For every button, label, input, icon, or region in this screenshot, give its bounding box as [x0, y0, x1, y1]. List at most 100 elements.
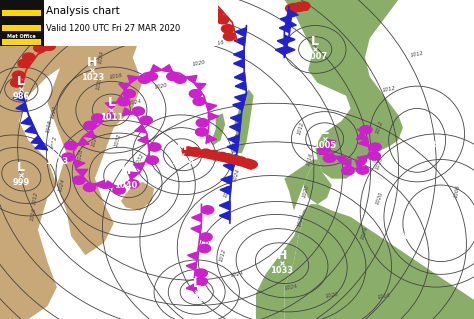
Text: 1024: 1024: [128, 99, 142, 106]
Polygon shape: [284, 35, 295, 44]
Polygon shape: [284, 204, 474, 319]
Circle shape: [167, 72, 179, 81]
Text: 1028: 1028: [77, 148, 84, 162]
Circle shape: [14, 18, 26, 26]
Circle shape: [206, 151, 219, 159]
Text: 1012: 1012: [32, 191, 39, 205]
Circle shape: [294, 3, 306, 11]
Circle shape: [196, 119, 209, 127]
Polygon shape: [0, 0, 76, 319]
Circle shape: [342, 167, 354, 175]
Text: 1028: 1028: [94, 31, 100, 45]
Polygon shape: [279, 24, 290, 33]
Text: L: L: [406, 215, 414, 228]
Circle shape: [73, 176, 85, 184]
Polygon shape: [229, 123, 240, 132]
Circle shape: [80, 29, 92, 37]
Text: L: L: [108, 96, 115, 108]
Polygon shape: [21, 117, 33, 125]
Text: 1023: 1023: [81, 73, 104, 82]
Circle shape: [200, 149, 212, 158]
Text: 1012: 1012: [410, 51, 424, 58]
Text: 996: 996: [188, 294, 205, 303]
Text: 1016: 1016: [109, 73, 123, 80]
Circle shape: [201, 206, 214, 214]
Text: H: H: [52, 140, 62, 153]
Text: 1016: 1016: [211, 40, 225, 47]
Circle shape: [140, 116, 152, 124]
Text: Met Office: Met Office: [8, 33, 36, 39]
Polygon shape: [284, 0, 403, 179]
Circle shape: [356, 166, 369, 174]
Text: 1020: 1020: [301, 184, 310, 198]
Circle shape: [127, 180, 139, 188]
Circle shape: [91, 114, 104, 122]
Text: 1040: 1040: [114, 181, 137, 190]
Polygon shape: [128, 172, 139, 179]
Text: 1024: 1024: [57, 178, 66, 192]
Circle shape: [193, 97, 205, 106]
Text: 1024: 1024: [232, 168, 242, 183]
Text: 1020: 1020: [96, 76, 103, 90]
Polygon shape: [104, 181, 116, 188]
FancyBboxPatch shape: [2, 17, 41, 23]
Circle shape: [241, 159, 254, 167]
Text: 1016: 1016: [377, 293, 391, 300]
Circle shape: [182, 147, 194, 155]
Text: 1012: 1012: [382, 86, 396, 93]
Text: 1024: 1024: [230, 271, 244, 278]
Text: 1028: 1028: [213, 147, 223, 162]
Polygon shape: [133, 163, 145, 170]
Text: 1018: 1018: [412, 141, 436, 150]
Polygon shape: [234, 37, 245, 46]
Circle shape: [146, 156, 158, 164]
Text: L: L: [311, 35, 319, 48]
Circle shape: [18, 59, 30, 68]
Polygon shape: [233, 101, 244, 110]
Circle shape: [221, 25, 234, 33]
Text: 1012: 1012: [219, 248, 227, 262]
Text: 1016: 1016: [46, 119, 54, 133]
FancyBboxPatch shape: [0, 0, 44, 46]
Polygon shape: [277, 37, 289, 46]
Polygon shape: [138, 136, 148, 144]
Circle shape: [84, 121, 96, 130]
Text: 1032: 1032: [82, 12, 88, 26]
Polygon shape: [191, 213, 201, 222]
Polygon shape: [206, 103, 217, 111]
Circle shape: [217, 16, 229, 24]
Polygon shape: [221, 175, 232, 184]
Text: 1020: 1020: [192, 60, 206, 67]
Text: 1020: 1020: [50, 105, 59, 119]
Polygon shape: [35, 142, 47, 150]
Text: 1012: 1012: [297, 121, 305, 135]
Circle shape: [360, 126, 372, 134]
Circle shape: [174, 75, 186, 83]
Polygon shape: [118, 83, 130, 91]
Circle shape: [113, 186, 125, 194]
Text: 1023: 1023: [45, 157, 69, 166]
Text: 1012: 1012: [51, 135, 58, 149]
Polygon shape: [31, 136, 44, 144]
Text: H: H: [177, 140, 188, 153]
Text: 1024: 1024: [91, 133, 99, 147]
Circle shape: [318, 146, 330, 154]
Text: 1033: 1033: [271, 266, 293, 275]
Circle shape: [148, 143, 161, 151]
Polygon shape: [340, 159, 351, 167]
Polygon shape: [209, 112, 219, 121]
Polygon shape: [105, 102, 117, 109]
Circle shape: [288, 4, 301, 12]
Circle shape: [189, 90, 201, 98]
Text: 1024: 1024: [360, 226, 370, 240]
Text: Analysis chart: Analysis chart: [46, 6, 120, 16]
Polygon shape: [357, 155, 368, 163]
Polygon shape: [122, 108, 134, 115]
Circle shape: [323, 154, 336, 162]
Polygon shape: [186, 75, 197, 83]
Polygon shape: [13, 93, 25, 101]
Polygon shape: [220, 186, 231, 195]
Polygon shape: [303, 160, 332, 204]
Polygon shape: [285, 20, 296, 29]
Circle shape: [211, 9, 223, 18]
